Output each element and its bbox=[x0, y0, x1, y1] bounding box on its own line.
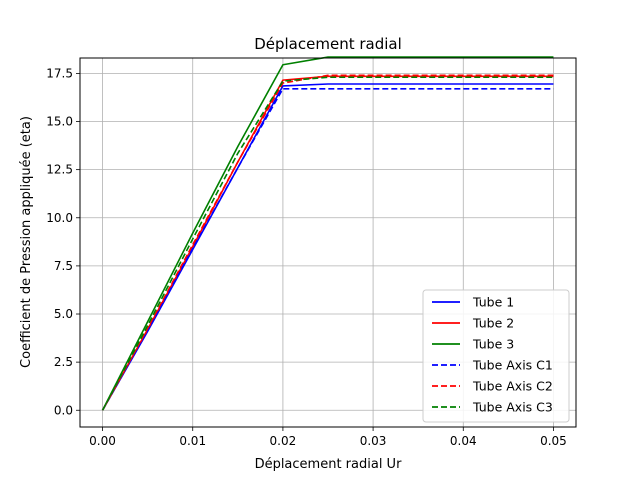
series-line-6 bbox=[101, 76, 554, 411]
legend: Tube 1 Tube 2 Tube 3 Tube Axis C1 Tube Axis … bbox=[422, 289, 570, 423]
x-tick-label: 0.02 bbox=[270, 434, 297, 448]
legend-label: Tube 1 bbox=[472, 295, 514, 310]
y-axis-label: Coefficient de Pression appliquée (eta) bbox=[19, 116, 34, 368]
grid-lines bbox=[80, 58, 576, 427]
y-tick-label: 2.5 bbox=[54, 355, 73, 369]
legend-label: Tube Axis C1 bbox=[472, 358, 553, 373]
series-line-3 bbox=[101, 56, 554, 411]
legend-label: Tube 3 bbox=[472, 337, 514, 352]
legend-label: Tube Axis C2 bbox=[472, 379, 553, 394]
x-tick-label: 0.00 bbox=[89, 434, 116, 448]
x-axis-label: Déplacement radial Ur bbox=[255, 457, 403, 472]
y-tick-label: 10.0 bbox=[46, 211, 73, 225]
x-tick-label: 0.01 bbox=[179, 434, 206, 448]
plot-frame bbox=[79, 57, 577, 428]
chart-title: Déplacement radial bbox=[254, 35, 402, 53]
x-tick-label: 0.05 bbox=[540, 434, 567, 448]
legend-label: Tube Axis C3 bbox=[472, 400, 553, 415]
legend-label: Tube 2 bbox=[472, 316, 514, 331]
y-tick-label: 12.5 bbox=[46, 163, 73, 177]
y-tick-label: 0.0 bbox=[54, 403, 73, 417]
x-tick-label: 0.04 bbox=[450, 434, 477, 448]
x-tick-label: 0.03 bbox=[360, 434, 387, 448]
y-tick-label: 5.0 bbox=[54, 307, 73, 321]
axis-ticks: 0.00 0.01 0.02 0.03 0.04 0.05 0.0 2.5 5.0 7.5 10.0… bbox=[46, 66, 567, 448]
series-lines bbox=[101, 56, 554, 411]
y-tick-label: 17.5 bbox=[46, 66, 73, 80]
series-line-5 bbox=[101, 74, 554, 411]
series-line-4 bbox=[101, 88, 554, 411]
y-tick-label: 15.0 bbox=[46, 115, 73, 129]
y-tick-label: 7.5 bbox=[54, 259, 73, 273]
